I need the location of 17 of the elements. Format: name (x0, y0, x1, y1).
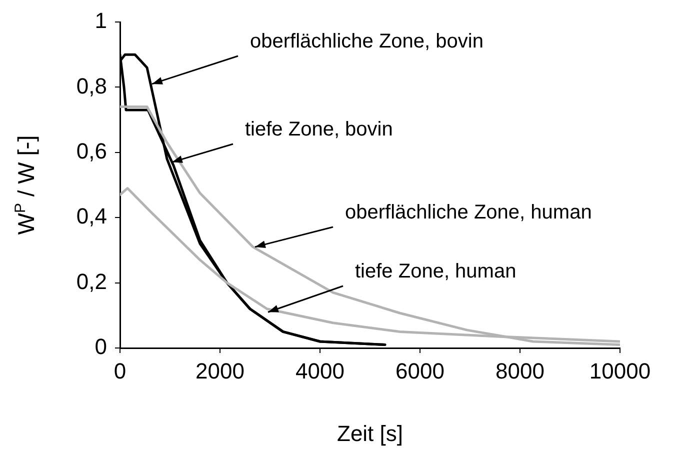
y-tick-label: 0,4 (76, 204, 107, 229)
x-tick-label: 0 (114, 358, 126, 384)
x-tick-label: 2000 (196, 358, 244, 384)
x-axis-title: Zeit [s] (336, 420, 404, 446)
x-tick-label: 8000 (496, 358, 544, 384)
y-tick-label: 0,8 (76, 73, 107, 98)
y-tick-label: 0,6 (76, 138, 107, 164)
x-tick-label: 10000 (589, 358, 651, 384)
annotation: tiefe Zone, bovin (245, 118, 393, 141)
y-tick-label: 0,2 (76, 268, 107, 294)
x-tick-label: 4000 (296, 358, 344, 384)
annotation: tiefe Zone, human (355, 260, 516, 283)
annotation: oberflächliche Zone, bovin (250, 30, 484, 53)
y-tick-label: 0 (94, 334, 107, 360)
x-tick-label: 6000 (396, 358, 444, 384)
annotation: oberflächliche Zone, human (345, 202, 592, 224)
y-tick-label: 1 (94, 8, 107, 34)
